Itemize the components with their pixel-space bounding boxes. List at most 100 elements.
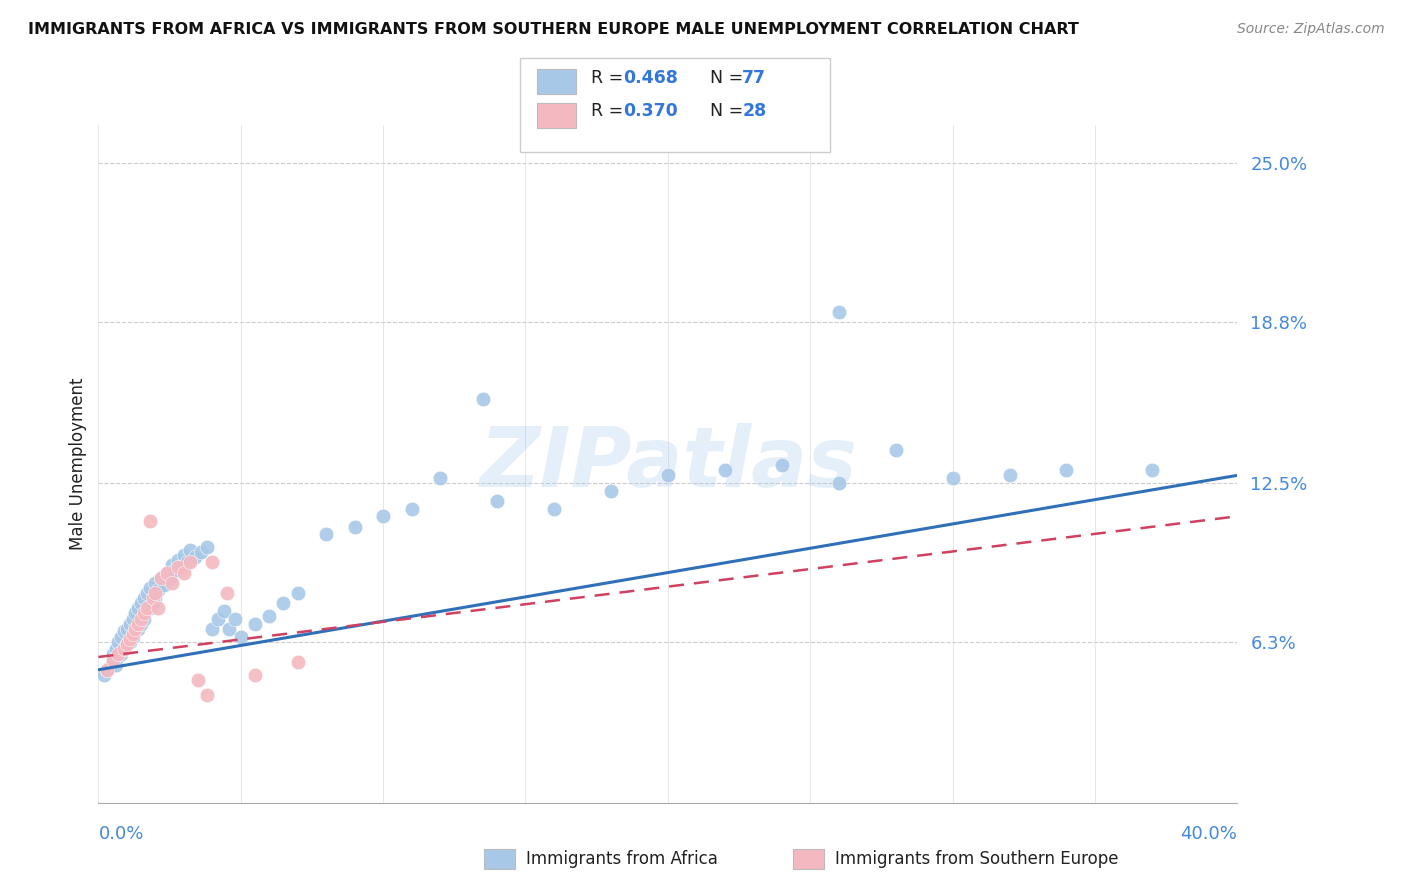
Point	[159, 571, 181, 585]
Point	[170, 560, 193, 574]
Point	[179, 555, 201, 569]
Point	[600, 483, 623, 498]
Point	[121, 627, 143, 641]
Point	[173, 548, 195, 562]
Point	[107, 648, 129, 662]
Point	[486, 494, 509, 508]
Point	[124, 624, 146, 639]
Point	[104, 642, 127, 657]
Point	[259, 609, 281, 624]
Point	[110, 630, 132, 644]
Point	[145, 591, 167, 606]
Point	[124, 622, 146, 636]
Text: Immigrants from Southern Europe: Immigrants from Southern Europe	[835, 850, 1119, 868]
Point	[101, 648, 124, 662]
Point	[770, 458, 793, 472]
Point	[884, 442, 907, 457]
Point	[129, 616, 152, 631]
Point	[96, 663, 118, 677]
Point	[101, 652, 124, 666]
Point	[112, 642, 135, 657]
Point	[121, 630, 143, 644]
Point	[118, 634, 141, 648]
Point	[141, 596, 163, 610]
Point	[315, 527, 337, 541]
Point	[195, 540, 218, 554]
Point	[148, 601, 170, 615]
Text: 28: 28	[742, 103, 766, 120]
Point	[287, 586, 309, 600]
Point	[127, 601, 149, 615]
Point	[112, 642, 135, 657]
Point	[218, 622, 240, 636]
Point	[187, 673, 209, 687]
Point	[107, 634, 129, 648]
Point	[179, 542, 201, 557]
Point	[165, 563, 187, 577]
Text: IMMIGRANTS FROM AFRICA VS IMMIGRANTS FROM SOUTHERN EUROPE MALE UNEMPLOYMENT CORR: IMMIGRANTS FROM AFRICA VS IMMIGRANTS FRO…	[28, 22, 1078, 37]
Point	[138, 581, 160, 595]
Point	[148, 583, 170, 598]
Point	[110, 648, 132, 662]
Point	[145, 575, 167, 590]
Text: N =: N =	[710, 69, 749, 87]
Point	[162, 575, 184, 590]
Point	[101, 655, 124, 669]
Point	[224, 612, 246, 626]
Text: 0.370: 0.370	[623, 103, 678, 120]
Text: 0.468: 0.468	[623, 69, 678, 87]
Point	[96, 663, 118, 677]
Point	[135, 586, 157, 600]
Point	[942, 471, 965, 485]
Point	[156, 566, 179, 580]
Point	[121, 612, 143, 626]
Point	[190, 545, 212, 559]
Text: 0.0%: 0.0%	[98, 825, 143, 843]
Point	[124, 607, 146, 621]
Text: R =: R =	[591, 69, 628, 87]
Point	[1140, 463, 1163, 477]
Point	[201, 622, 224, 636]
Point	[229, 630, 252, 644]
Point	[828, 304, 851, 318]
Point	[273, 596, 295, 610]
Point	[98, 660, 121, 674]
Text: 77: 77	[742, 69, 766, 87]
Point	[471, 392, 494, 406]
Point	[118, 632, 141, 646]
Point	[132, 607, 155, 621]
Point	[118, 616, 141, 631]
Point	[184, 550, 207, 565]
Point	[287, 655, 309, 669]
Point	[429, 471, 451, 485]
Point	[93, 668, 115, 682]
Point	[828, 476, 851, 491]
Text: Source: ZipAtlas.com: Source: ZipAtlas.com	[1237, 22, 1385, 37]
Point	[167, 553, 190, 567]
Point	[104, 657, 127, 672]
Point	[195, 689, 218, 703]
Point	[135, 601, 157, 615]
Point	[115, 637, 138, 651]
Point	[201, 555, 224, 569]
Point	[150, 571, 173, 585]
Point	[207, 612, 229, 626]
Point	[543, 501, 565, 516]
Point	[112, 624, 135, 639]
Point	[657, 468, 679, 483]
Point	[401, 501, 423, 516]
Point	[129, 612, 152, 626]
Point	[127, 622, 149, 636]
Point	[153, 578, 176, 592]
Point	[150, 571, 173, 585]
Point	[176, 555, 198, 569]
Point	[1056, 463, 1078, 477]
Point	[343, 519, 366, 533]
Point	[156, 566, 179, 580]
Point	[115, 637, 138, 651]
Text: ZIPatlas: ZIPatlas	[479, 424, 856, 504]
Point	[167, 560, 190, 574]
Point	[173, 566, 195, 580]
Point	[373, 509, 395, 524]
Point	[115, 622, 138, 636]
